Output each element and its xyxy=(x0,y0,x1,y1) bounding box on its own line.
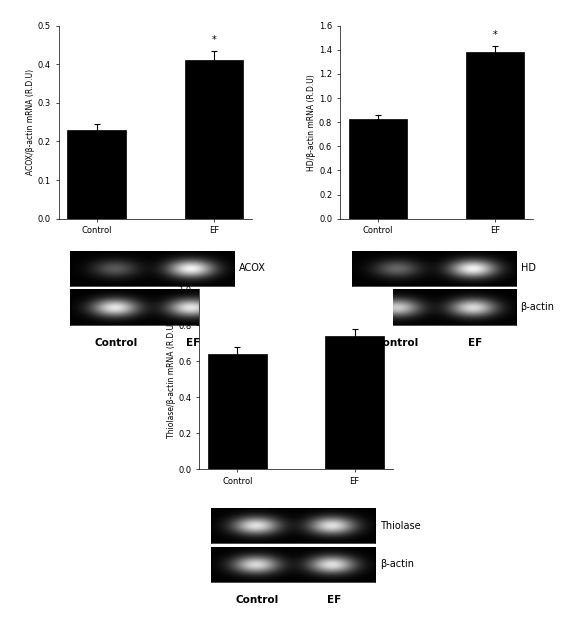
Bar xyxy=(208,354,267,469)
Text: β-actin: β-actin xyxy=(520,302,554,312)
Bar xyxy=(185,60,243,219)
Text: β-actin: β-actin xyxy=(239,302,273,312)
Y-axis label: Thiolase/β-actin mRNA (R.D.U): Thiolase/β-actin mRNA (R.D.U) xyxy=(166,321,176,438)
Bar xyxy=(67,130,126,219)
Bar xyxy=(325,336,384,469)
Text: Thiolase: Thiolase xyxy=(380,521,421,530)
Text: Control: Control xyxy=(376,338,419,348)
Text: Control: Control xyxy=(94,338,138,348)
Bar xyxy=(466,52,524,219)
Bar xyxy=(349,118,407,219)
Y-axis label: ACOX/β-actin mRNA (R.D.U): ACOX/β-actin mRNA (R.D.U) xyxy=(26,69,35,176)
Text: ACOX: ACOX xyxy=(239,264,266,273)
Text: Control: Control xyxy=(235,595,278,605)
Text: *: * xyxy=(212,35,216,45)
Y-axis label: HD/β-actin mRNA (R.D.U): HD/β-actin mRNA (R.D.U) xyxy=(307,74,316,170)
Text: EF: EF xyxy=(327,595,341,605)
Text: HD: HD xyxy=(520,264,536,273)
Text: EF: EF xyxy=(186,338,200,348)
Text: EF: EF xyxy=(468,338,482,348)
Text: β-actin: β-actin xyxy=(380,559,414,569)
Text: *: * xyxy=(493,30,498,41)
